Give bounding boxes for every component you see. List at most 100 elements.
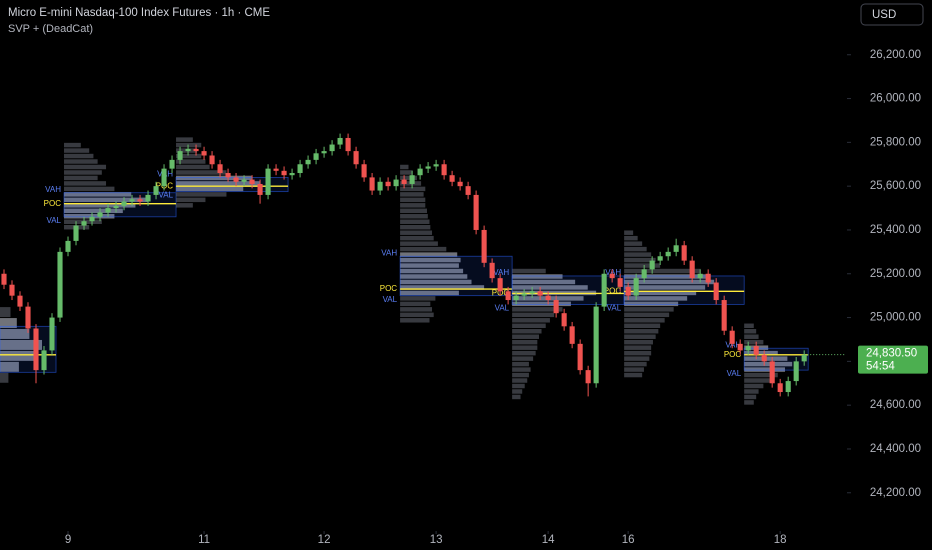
profile-row: [512, 389, 523, 394]
profile-row: [744, 400, 754, 405]
candle-body: [129, 199, 135, 202]
candle-body: [537, 291, 543, 296]
profile-row: [400, 175, 417, 181]
candle-body: [457, 181, 463, 187]
profile-row: [400, 290, 459, 296]
profile-row: [400, 274, 468, 279]
y-tick-label: 25,400.00: [870, 224, 921, 236]
currency-button[interactable]: [860, 3, 924, 26]
profile-row: [512, 383, 525, 389]
profile-row: [176, 142, 202, 148]
profile-row: [64, 142, 81, 148]
profile-row: [624, 323, 661, 329]
candle-body: [305, 159, 311, 165]
profile-row: [624, 361, 647, 367]
volume-profiles: VAHPOCVALVAHPOCVALVAHPOCVALVAHPOCVALVAHP…: [0, 137, 809, 405]
y-tick-label: 24,400.00: [870, 443, 921, 455]
candle-body: [113, 205, 119, 209]
profile-row: [400, 318, 430, 323]
candle-body: [225, 173, 231, 178]
y-tick-label: 24,200.00: [870, 487, 921, 499]
candle-body: [345, 137, 351, 152]
candle-body: [265, 168, 271, 195]
candle-body: [665, 251, 671, 257]
profile-row: [624, 350, 652, 356]
profile-row: [64, 192, 132, 197]
profile-row: [744, 394, 757, 400]
profile-row: [0, 307, 11, 318]
candle-body: [753, 346, 759, 355]
profile-row: [512, 356, 534, 361]
value-area: [175, 176, 289, 193]
y-tick-label: 25,200.00: [870, 268, 921, 280]
profile-row: [64, 181, 107, 186]
profile-row: [512, 318, 550, 323]
candle-body: [713, 282, 719, 301]
candle-body: [745, 346, 751, 351]
candle-body: [705, 273, 711, 283]
candle-body: [561, 313, 567, 327]
candle-body: [529, 291, 535, 294]
candle-body: [633, 278, 639, 296]
value-area: [0, 325, 57, 373]
candle-body: [281, 170, 287, 176]
candle-body: [57, 251, 63, 318]
currency-label[interactable]: USD: [872, 9, 896, 21]
profile-row: [624, 274, 710, 279]
candles: [1, 133, 807, 397]
profile-row: [624, 230, 634, 235]
candle-body: [609, 273, 615, 279]
profile-row: [624, 345, 652, 350]
profile-row: [512, 345, 538, 350]
candle-body: [785, 381, 791, 393]
profile-row: [400, 164, 409, 170]
profile-row: [624, 367, 644, 372]
candle-body: [761, 354, 767, 362]
candle-body: [217, 164, 223, 174]
candle-body: [793, 361, 799, 382]
chart-title: Micro E-mini Nasdaq-100 Index Futures · …: [8, 7, 270, 19]
profile-row: [624, 241, 643, 246]
candle-body: [617, 278, 623, 287]
vah-label: VAH: [493, 268, 509, 277]
profile-row: [624, 296, 688, 301]
profile-row: [512, 268, 546, 274]
x-tick-label: 14: [542, 534, 555, 546]
candle-body: [377, 181, 383, 191]
profile-row: [400, 241, 438, 246]
profile-row: [512, 279, 576, 285]
candle-body: [49, 317, 55, 351]
profile-row: [624, 329, 659, 334]
candle-body: [481, 229, 487, 263]
candle-body: [641, 269, 647, 279]
candle-body: [417, 168, 423, 176]
candle-body: [353, 151, 359, 165]
profile-row: [624, 263, 661, 268]
profile-row: [744, 389, 759, 394]
val-label: VAL: [383, 295, 398, 304]
poc-label: POC: [380, 284, 398, 293]
candle-body: [585, 370, 591, 384]
candle-body: [9, 284, 15, 296]
candle-body: [321, 151, 327, 154]
candle-body: [193, 148, 199, 152]
profile-row: [0, 318, 17, 329]
vah-label: VAH: [725, 340, 741, 349]
profile-row: [744, 329, 757, 334]
profile-row: [624, 290, 697, 296]
candle-body: [553, 300, 559, 314]
profile-row: [512, 329, 542, 334]
profile-row: [64, 214, 115, 219]
candle-body: [465, 186, 471, 195]
candle-body: [289, 173, 295, 176]
profile-row: [624, 318, 665, 323]
candle-body: [25, 306, 31, 329]
profile-row: [176, 153, 202, 159]
profile-row: [400, 208, 427, 214]
profile-row: [0, 329, 30, 339]
profile-row: [176, 181, 261, 186]
profile-row: [176, 137, 193, 142]
profile-row: [512, 323, 546, 329]
candle-body: [545, 295, 551, 301]
